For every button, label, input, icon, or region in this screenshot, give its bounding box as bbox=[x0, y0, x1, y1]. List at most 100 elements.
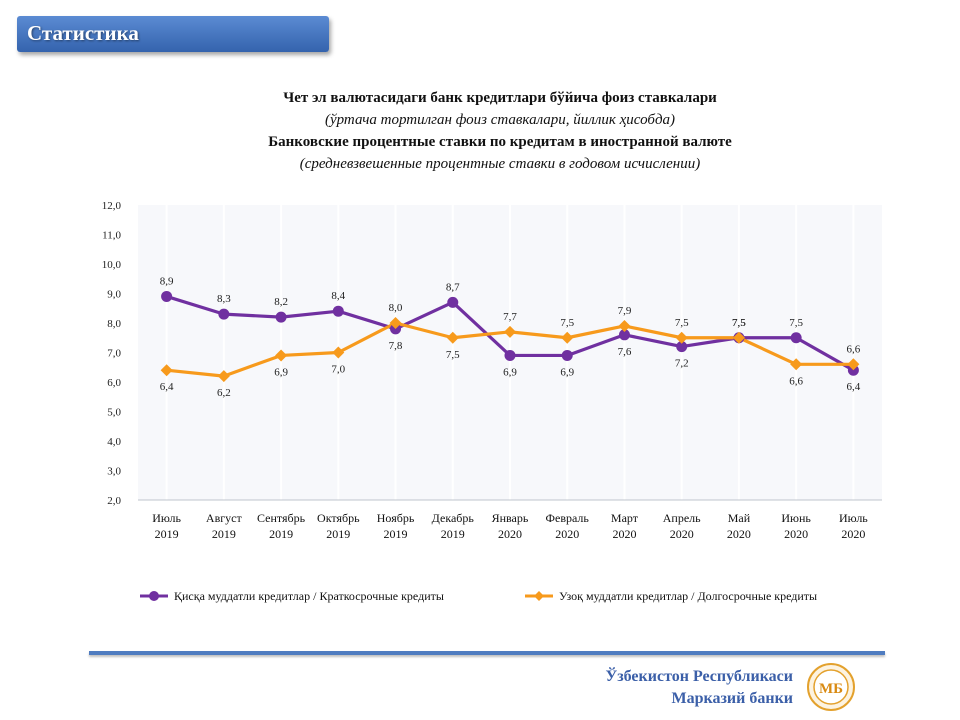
x-tick-label: Январь bbox=[492, 511, 529, 525]
x-tick-year: 2020 bbox=[784, 527, 808, 541]
x-tick-year: 2019 bbox=[155, 527, 179, 541]
y-tick-label: 11,0 bbox=[102, 230, 121, 242]
short-term-data-label: 7,5 bbox=[789, 317, 803, 329]
long-term-data-label: 6,9 bbox=[274, 366, 288, 378]
footer-bank-name: Ўзбекистон Республикаси Марказий банки bbox=[605, 666, 793, 710]
y-tick-label: 6,0 bbox=[107, 377, 121, 389]
long-term-point bbox=[790, 358, 803, 371]
y-tick-label: 2,0 bbox=[107, 495, 121, 507]
y-tick-label: 12,0 bbox=[102, 200, 122, 212]
logo-monogram: МБ bbox=[819, 681, 843, 697]
legend-label: Узоқ муддатли кредитлар / Долгосрочные к… bbox=[559, 589, 817, 603]
y-tick-label: 9,0 bbox=[107, 289, 121, 301]
long-term-point bbox=[160, 364, 173, 377]
long-term-point bbox=[389, 317, 402, 329]
short-term-point bbox=[504, 349, 516, 361]
short-term-point bbox=[618, 329, 630, 341]
title-ru: Банковские процентные ставки по кредитам… bbox=[268, 134, 732, 150]
x-tick-year: 2019 bbox=[384, 527, 408, 541]
long-term-point bbox=[504, 325, 516, 338]
short-term-point bbox=[447, 296, 459, 308]
x-tick-year: 2019 bbox=[326, 527, 350, 541]
long-term-data-label: 7,7 bbox=[503, 311, 517, 323]
chart-titles: Чет эл валютасидаги банк кредитлари бўйи… bbox=[0, 87, 960, 175]
short-term-point bbox=[676, 341, 688, 353]
x-tick-year: 2019 bbox=[269, 527, 293, 541]
short-term-point bbox=[332, 305, 344, 317]
long-term-data-label: 6,2 bbox=[217, 387, 231, 399]
short-term-point bbox=[275, 311, 287, 323]
long-term-data-label: 7,5 bbox=[446, 349, 460, 361]
short-term-data-label: 8,2 bbox=[274, 296, 288, 308]
x-tick-label: Декабрь bbox=[432, 511, 475, 525]
x-tick-label: Апрель bbox=[663, 511, 701, 525]
short-term-data-label: 8,9 bbox=[160, 275, 174, 287]
x-tick-year: 2020 bbox=[670, 527, 694, 541]
x-tick-label: Июль bbox=[152, 511, 181, 525]
x-tick-year: 2020 bbox=[555, 527, 579, 541]
subtitle-uz: (ўртача тортилган фоиз ставкалари, йилли… bbox=[324, 112, 676, 128]
long-term-point bbox=[675, 331, 688, 344]
legend-label: Қисқа муддатли кредитлар / Краткосрочные… bbox=[174, 589, 444, 603]
legend-marker bbox=[149, 591, 159, 601]
y-tick-label: 3,0 bbox=[107, 466, 121, 478]
long-term-point bbox=[561, 331, 574, 344]
x-tick-label: Июнь bbox=[781, 511, 811, 525]
y-tick-label: 4,0 bbox=[107, 436, 121, 448]
x-tick-year: 2019 bbox=[212, 527, 236, 541]
y-tick-label: 10,0 bbox=[102, 259, 122, 271]
long-term-data-label: 7,5 bbox=[675, 317, 689, 329]
short-term-point bbox=[790, 332, 802, 344]
short-term-data-label: 8,4 bbox=[331, 290, 345, 302]
x-tick-label: Июль bbox=[839, 511, 868, 525]
long-term-data-label: 8,0 bbox=[389, 302, 403, 314]
x-tick-label: Ноябрь bbox=[377, 511, 415, 525]
long-term-data-label: 7,5 bbox=[560, 317, 574, 329]
short-term-point bbox=[161, 290, 173, 302]
x-tick-year: 2020 bbox=[841, 527, 865, 541]
short-term-data-label: 8,3 bbox=[217, 293, 231, 305]
short-term-point bbox=[561, 349, 573, 361]
short-term-data-label: 7,5 bbox=[732, 317, 746, 329]
short-term-data-label: 6,4 bbox=[847, 381, 861, 393]
subtitle-ru: (средневзвешенные процентные ставки в го… bbox=[299, 156, 701, 172]
y-tick-label: 8,0 bbox=[107, 318, 121, 330]
central-bank-logo: МБ bbox=[807, 663, 855, 711]
x-tick-label: Сентябрь bbox=[257, 511, 306, 525]
x-tick-year: 2020 bbox=[612, 527, 636, 541]
long-term-data-label: 6,6 bbox=[789, 375, 803, 387]
y-tick-label: 7,0 bbox=[107, 348, 121, 360]
section-badge: Статистика bbox=[17, 16, 329, 52]
long-term-point bbox=[446, 331, 459, 344]
x-tick-year: 2019 bbox=[441, 527, 465, 541]
short-term-point bbox=[218, 308, 230, 320]
x-tick-label: Март bbox=[611, 511, 639, 525]
long-term-point bbox=[847, 358, 860, 371]
x-tick-label: Октябрь bbox=[317, 511, 360, 525]
title-uz: Чет эл валютасидаги банк кредитлари бўйи… bbox=[283, 90, 717, 106]
long-term-data-label: 6,6 bbox=[847, 343, 861, 355]
short-term-data-label: 8,7 bbox=[446, 281, 460, 293]
long-term-point bbox=[732, 331, 745, 344]
x-tick-label: Май bbox=[728, 511, 751, 525]
long-term-data-label: 7,9 bbox=[618, 305, 632, 317]
short-term-data-label: 7,8 bbox=[389, 340, 403, 352]
short-term-data-label: 7,2 bbox=[675, 358, 689, 370]
short-term-data-label: 6,9 bbox=[560, 366, 574, 378]
x-tick-year: 2020 bbox=[498, 527, 522, 541]
footer-divider bbox=[89, 651, 885, 655]
footer-line-2: Марказий банки bbox=[671, 690, 794, 707]
legend-marker bbox=[534, 591, 544, 601]
long-term-data-label: 6,4 bbox=[160, 381, 174, 393]
long-term-point bbox=[618, 319, 631, 332]
short-term-data-label: 6,9 bbox=[503, 366, 517, 378]
section-title: Статистика bbox=[27, 21, 139, 45]
x-tick-label: Август bbox=[206, 511, 243, 525]
x-tick-label: Февраль bbox=[546, 511, 590, 525]
short-term-data-label: 7,6 bbox=[618, 346, 632, 358]
long-term-point bbox=[217, 370, 230, 383]
long-term-point bbox=[275, 349, 288, 362]
long-term-data-label: 7,0 bbox=[331, 364, 345, 376]
long-term-point bbox=[332, 346, 345, 359]
